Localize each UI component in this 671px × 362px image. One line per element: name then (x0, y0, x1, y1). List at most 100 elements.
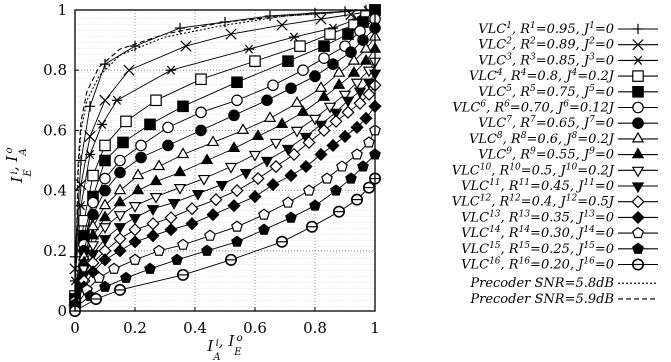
data-point (258, 223, 270, 235)
data-point (113, 211, 127, 222)
data-point (297, 64, 309, 76)
data-point (345, 172, 357, 184)
data-point (332, 205, 345, 218)
data-point (327, 58, 339, 70)
data-point (128, 223, 142, 237)
data-point (248, 150, 262, 162)
data-point (231, 235, 243, 247)
data-point (357, 160, 369, 172)
data-point (330, 184, 342, 196)
data-point (336, 160, 348, 172)
data-point (353, 96, 367, 110)
series-line (74, 9, 375, 312)
legend-label: VLC13, R13=0.35, J13=0 (461, 209, 614, 225)
data-point (251, 129, 265, 141)
data-point (332, 66, 346, 77)
legend-entry: VLC12, R12=0.4, J12=0.5J (452, 194, 658, 210)
data-point (177, 238, 189, 250)
data-point (231, 220, 243, 232)
data-point (225, 28, 237, 40)
legend-label: VLC15, R15=0.25, J15=0 (461, 241, 614, 257)
data-point (231, 76, 243, 89)
data-point (84, 130, 96, 143)
data-point (309, 199, 321, 211)
data-point (123, 64, 135, 76)
series-line (74, 9, 375, 312)
data-point (329, 108, 343, 120)
legend-label: VLC5, R5=0.75, J5=0 (478, 84, 614, 100)
legend-entry: VLC16, R16=0.20, J16=0 (461, 257, 658, 273)
data-point (332, 78, 346, 89)
data-point (114, 283, 127, 296)
data-point (135, 151, 147, 164)
x-tick-label: 1 (370, 319, 380, 337)
data-point (98, 244, 112, 258)
data-point (162, 139, 174, 152)
legend-entry: VLC8, R8=0.6, J8=0.2J (469, 131, 658, 147)
data-point (153, 244, 165, 256)
legend-marker (631, 210, 645, 224)
legend-marker (631, 166, 645, 178)
data-point (108, 262, 120, 274)
data-point (239, 168, 253, 180)
data-point (309, 70, 321, 83)
data-point (305, 220, 318, 233)
data-point (314, 147, 328, 162)
y-tick-label: 0.6 (43, 121, 67, 139)
data-point (269, 138, 283, 150)
legend-entry: Precoder SNR=5.9dB (469, 292, 658, 307)
legend-marker (632, 226, 644, 239)
legend-marker (632, 39, 644, 51)
data-point (243, 44, 255, 54)
data-point (167, 199, 181, 210)
plot-frame (74, 9, 376, 312)
data-point (225, 253, 238, 266)
series-line (74, 9, 376, 269)
series-vlc-2-r-2-0-89-j-2-0 (69, 4, 381, 275)
data-point (131, 168, 145, 180)
series-vlc-8-r-8-0-6-j-8-0-2j (68, 29, 382, 309)
data-point (195, 124, 207, 137)
data-point (96, 119, 108, 129)
legend-label: Precoder SNR=5.8dB (469, 276, 614, 291)
legend-label: VLC10, R10=0.5, J10=0.2J (452, 162, 615, 178)
data-point (359, 111, 373, 125)
data-point (341, 105, 355, 119)
data-point (285, 211, 297, 223)
data-point (204, 229, 216, 241)
data-point (113, 195, 127, 207)
data-point (282, 55, 294, 67)
data-point (290, 126, 304, 138)
data-point (350, 193, 363, 206)
legend-label: VLC6, R6=0.70, J6=0.12J (452, 100, 614, 116)
data-point (86, 228, 100, 240)
legend-label: VLC2, R2=0.89, J2=0 (478, 37, 614, 53)
data-point (87, 208, 99, 221)
legend-label: VLC9, R9=0.55, J9=0 (478, 147, 614, 163)
data-point (120, 115, 132, 128)
data-point (288, 32, 300, 42)
data-point (318, 52, 330, 64)
legend-label: VLC16, R16=0.20, J16=0 (461, 257, 614, 273)
legend-label: VLC12, R12=0.4, J12=0.5J (452, 194, 615, 210)
data-point (359, 41, 373, 53)
x-tick-label: 0.8 (303, 319, 327, 337)
data-point (99, 58, 111, 70)
data-point (281, 144, 295, 156)
legend-label: VLC14, R14=0.30, J14=0 (461, 225, 614, 241)
data-point (284, 168, 298, 183)
data-point (180, 40, 192, 52)
data-point (228, 109, 240, 122)
data-point (120, 271, 132, 283)
data-point (99, 172, 111, 185)
data-point (114, 154, 126, 167)
data-point (215, 180, 229, 192)
series-line (74, 27, 376, 306)
legend-entry: VLC14, R14=0.30, J14=0 (461, 225, 658, 241)
data-point (93, 271, 105, 283)
data-point (227, 141, 241, 153)
data-point (99, 94, 111, 106)
data-point (165, 65, 177, 75)
data-point (99, 184, 111, 197)
data-point (113, 244, 127, 258)
